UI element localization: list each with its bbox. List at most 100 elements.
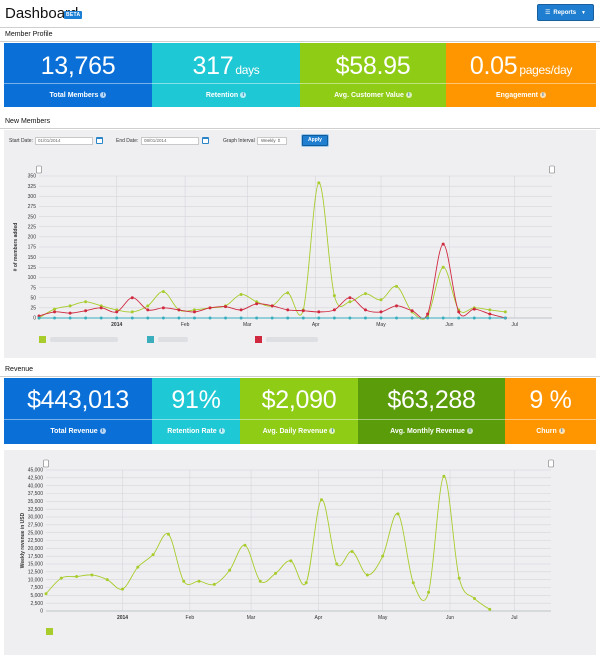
data-point [319, 498, 323, 502]
data-point [363, 316, 367, 320]
info-icon[interactable]: i [240, 92, 247, 99]
y-tick-label: 250 [28, 214, 37, 220]
metric-value: 0.05 pages/day [469, 52, 573, 80]
info-icon[interactable]: i [405, 92, 412, 99]
info-icon[interactable]: i [218, 428, 225, 435]
x-tick-label: Mar [243, 322, 252, 328]
info-icon[interactable]: i [100, 92, 107, 99]
calendar-icon[interactable] [96, 137, 103, 144]
data-point [286, 316, 290, 320]
data-point [192, 310, 196, 314]
data-point [395, 316, 399, 320]
legend-swatch-green [46, 628, 53, 635]
data-point [208, 316, 212, 320]
data-point [365, 573, 369, 577]
x-tick-label: Feb [186, 615, 195, 621]
data-point [197, 579, 201, 583]
graph-interval-select[interactable]: Weekly ⇕ [257, 137, 287, 145]
range-handle-left[interactable] [43, 459, 49, 468]
data-point [332, 316, 336, 320]
data-point [53, 307, 57, 311]
x-tick-label: Jun [446, 615, 454, 621]
reports-button[interactable]: ☰ Reports ▼ [537, 4, 594, 21]
metric-value: 91% [171, 386, 221, 414]
metric-engagement: 0.05 pages/day Engagement i [446, 43, 596, 107]
y-tick-label: 50 [30, 295, 36, 301]
info-icon[interactable]: i [558, 428, 565, 435]
data-point [161, 306, 165, 310]
data-point [395, 284, 399, 288]
data-point [239, 292, 243, 296]
data-point [177, 316, 181, 320]
apply-button[interactable]: Apply [302, 135, 328, 146]
metric-label: Churn i [505, 428, 596, 435]
legend-label-red [266, 337, 318, 342]
data-point [177, 308, 181, 312]
y-tick-label: 7,500 [30, 585, 43, 591]
data-point [90, 573, 94, 577]
data-point [410, 309, 414, 313]
y-tick-label: 22,500 [28, 538, 44, 544]
data-point [161, 290, 165, 294]
metric-label: Engagement i [446, 92, 596, 99]
y-tick-label: 125 [28, 265, 37, 271]
y-tick-label: 35,000 [28, 499, 44, 505]
metric-total-revenue: $443,013 Total Revenue i [4, 378, 152, 444]
end-date-label: End Date: [116, 138, 139, 144]
legend-label-teal [158, 337, 188, 342]
legend-swatch-green [39, 336, 46, 343]
data-point [426, 316, 430, 320]
data-point [317, 181, 321, 185]
data-point [363, 308, 367, 312]
x-tick-label: May [378, 615, 388, 621]
metric-label: Total Revenue i [4, 428, 152, 435]
list-icon: ☰ [544, 10, 551, 16]
legend-swatch-red [255, 336, 262, 343]
x-tick-label: Jul [511, 322, 517, 328]
x-tick-label: Feb [181, 322, 190, 328]
calendar-icon[interactable] [202, 137, 209, 144]
start-date-input[interactable]: 01/01/2014 [35, 137, 93, 145]
data-point [146, 316, 150, 320]
metric-churn: 9 % Churn i [505, 378, 596, 444]
data-point [396, 512, 400, 516]
data-point [224, 305, 228, 309]
data-point [115, 310, 119, 314]
range-handle-left[interactable] [36, 165, 42, 174]
y-tick-label: 0 [40, 609, 43, 615]
data-point [348, 296, 352, 300]
info-icon[interactable]: i [329, 428, 336, 435]
reports-button-label: Reports [553, 9, 577, 16]
data-point [427, 590, 431, 594]
range-handle-right[interactable] [548, 459, 554, 468]
caret-down-icon: ▼ [581, 9, 586, 16]
range-handle-right[interactable] [549, 165, 555, 174]
data-point [121, 587, 125, 591]
data-point [472, 316, 476, 320]
metric-value: $2,090 [261, 386, 337, 414]
y-tick-label: 27,500 [28, 523, 44, 529]
data-point [75, 575, 79, 579]
info-icon[interactable]: i [99, 428, 106, 435]
metric-value: 317 days [192, 52, 260, 80]
data-point [84, 300, 88, 304]
data-point [255, 316, 259, 320]
y-tick-label: 100 [28, 275, 37, 281]
metric-label: Avg. Daily Revenue i [240, 428, 358, 435]
metric-avg-monthly-revenue: $63,288 Avg. Monthly Revenue i [358, 378, 505, 444]
legend-label-green [50, 337, 118, 342]
revenue-title: Revenue [5, 366, 34, 373]
data-point [161, 316, 165, 320]
data-point [115, 316, 119, 320]
data-point [53, 316, 57, 320]
end-date-input[interactable]: 08/01/2014 [141, 137, 199, 145]
info-icon[interactable]: i [540, 92, 546, 99]
y-tick-label: 10,000 [28, 577, 44, 583]
y-tick-label: 12,500 [28, 570, 44, 576]
data-point [228, 568, 232, 572]
metric-label: Retention Rate i [152, 428, 240, 435]
info-icon[interactable]: i [466, 428, 473, 435]
metric-label: Avg. Customer Value i [300, 92, 446, 99]
y-axis-title: Weekly revenue in USD [20, 512, 26, 568]
data-point [59, 576, 63, 580]
